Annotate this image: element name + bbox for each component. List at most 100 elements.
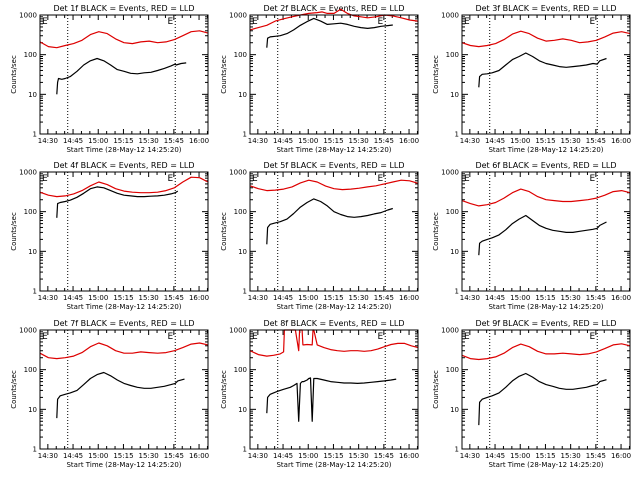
x-tick-label: 15:00 [510, 452, 530, 460]
x-tick-label: 15:30 [561, 294, 581, 302]
x-tick-label: 15:30 [139, 452, 159, 460]
x-axis-label: Start Time (28-May-12 14:25:20) [66, 461, 181, 469]
x-tick-label: 16:00 [611, 294, 631, 302]
panel-title: Det 6f BLACK = Events, RED = LLD [475, 161, 616, 170]
x-tick-label: 15:45 [586, 294, 606, 302]
series-line-events [56, 186, 179, 218]
x-tick-label: 14:45 [273, 452, 293, 460]
panel-5: Det 5f BLACK = Events, RED = LLD 1 10 100 10… [220, 161, 419, 311]
series-line-events [266, 198, 393, 245]
y-tick-label: 1 [33, 131, 37, 139]
y-tick-label: 1000 [19, 169, 37, 177]
x-tick-label: 15:45 [374, 452, 394, 460]
y-tick-label: 1 [243, 288, 247, 296]
x-tick-label: 15:45 [164, 137, 184, 145]
panel-title: Det 8f BLACK = Events, RED = LLD [263, 319, 404, 328]
y-tick-label: 100 [234, 208, 247, 216]
y-tick-label: 100 [234, 51, 247, 59]
y-tick-label: 1000 [229, 169, 247, 177]
y-tick-label: 1 [33, 446, 37, 454]
y-tick-label: 1000 [19, 327, 37, 335]
plot-frame [461, 329, 631, 450]
marker-label: E [42, 17, 48, 27]
x-tick-label: 14:45 [485, 137, 505, 145]
x-tick-label: 15:30 [139, 294, 159, 302]
marker-label: E [252, 17, 258, 27]
marker-label: E [464, 174, 470, 184]
y-tick-label: 10 [450, 91, 459, 99]
x-axis-label: Start Time (28-May-12 14:25:20) [488, 146, 603, 154]
y-axis-label: Counts/sec [220, 55, 228, 94]
x-tick-label: 15:30 [561, 452, 581, 460]
x-tick-label: 15:15 [323, 452, 343, 460]
x-tick-label: 14:30 [460, 294, 480, 302]
x-tick-label: 16:00 [399, 294, 419, 302]
series-line-lld [461, 188, 631, 207]
x-tick-label: 15:45 [164, 452, 184, 460]
x-axis-label: Start Time (28-May-12 14:25:20) [66, 146, 181, 154]
x-tick-label: 15:45 [374, 137, 394, 145]
x-tick-label: 16:00 [399, 452, 419, 460]
x-tick-label: 15:30 [349, 452, 369, 460]
y-tick-label: 1000 [441, 169, 459, 177]
y-tick-label: 1 [243, 131, 247, 139]
marker-label: E [42, 174, 48, 184]
series-line-lld [39, 342, 209, 360]
x-tick-label: 15:45 [164, 294, 184, 302]
panel-title: Det 4f BLACK = Events, RED = LLD [53, 161, 194, 170]
x-tick-label: 15:15 [535, 294, 555, 302]
panel-title: Det 9f BLACK = Events, RED = LLD [475, 319, 616, 328]
y-tick-label: 10 [238, 406, 247, 414]
panel-1: Det 1f BLACK = Events, RED = LLD 1 10 100 10… [10, 4, 209, 154]
series-line-events [56, 57, 187, 95]
x-axis-label: Start Time (28-May-12 14:25:20) [66, 303, 181, 311]
panel-4: Det 4f BLACK = Events, RED = LLD 1 10 100 10… [10, 161, 209, 311]
marker-label: E [590, 17, 596, 27]
y-tick-label: 100 [446, 208, 459, 216]
x-tick-label: 16:00 [611, 137, 631, 145]
x-tick-label: 14:30 [38, 137, 58, 145]
x-tick-label: 15:45 [374, 294, 394, 302]
y-axis-label: Counts/sec [432, 212, 440, 251]
y-tick-label: 100 [446, 51, 459, 59]
x-axis-label: Start Time (28-May-12 14:25:20) [276, 303, 391, 311]
panel-2: Det 2f BLACK = Events, RED = LLD 1 10 100 10… [220, 4, 419, 154]
series-line-lld [249, 329, 419, 357]
plot-frame [39, 14, 209, 135]
y-axis-label: Counts/sec [10, 370, 18, 409]
y-tick-label: 100 [234, 366, 247, 374]
marker-label: E [464, 332, 470, 342]
x-tick-label: 15:00 [298, 452, 318, 460]
x-tick-label: 14:45 [273, 137, 293, 145]
y-tick-label: 1000 [441, 12, 459, 20]
marker-label: E [42, 332, 48, 342]
plot-frame [39, 329, 209, 450]
series-line-events [56, 371, 185, 419]
y-tick-label: 10 [238, 91, 247, 99]
x-tick-label: 15:15 [113, 294, 133, 302]
x-tick-label: 16:00 [399, 137, 419, 145]
marker-label: E [378, 174, 384, 184]
y-tick-label: 100 [24, 208, 37, 216]
x-tick-label: 16:00 [189, 137, 209, 145]
marker-label: E [464, 17, 470, 27]
plot-frame [39, 171, 209, 292]
x-tick-label: 16:00 [189, 294, 209, 302]
y-axis-label: Counts/sec [432, 55, 440, 94]
x-tick-label: 14:45 [63, 294, 83, 302]
plot-frame [461, 14, 631, 135]
x-axis-label: Start Time (28-May-12 14:25:20) [488, 461, 603, 469]
y-tick-label: 1000 [229, 12, 247, 20]
x-tick-label: 15:00 [88, 137, 108, 145]
series-line-events [478, 52, 607, 88]
y-tick-label: 1000 [19, 12, 37, 20]
x-tick-label: 14:30 [248, 137, 268, 145]
plot-frame [461, 171, 631, 292]
series-line-events [266, 377, 397, 422]
marker-label: E [590, 332, 596, 342]
panel-title: Det 1f BLACK = Events, RED = LLD [53, 4, 194, 13]
x-tick-label: 15:15 [535, 137, 555, 145]
marker-label: E [252, 174, 258, 184]
series-line-events [478, 372, 607, 426]
